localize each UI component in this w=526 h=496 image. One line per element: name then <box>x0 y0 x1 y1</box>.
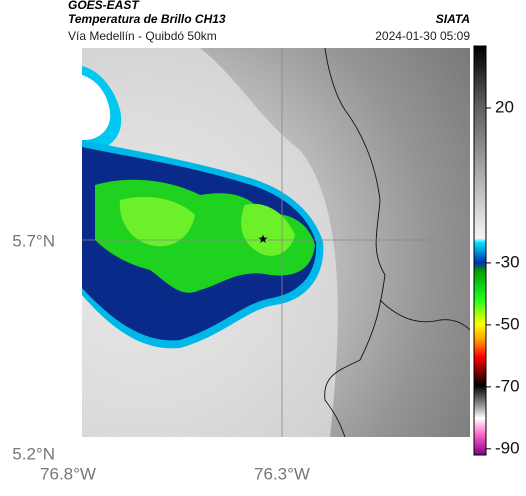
colorbar <box>473 45 487 456</box>
organization: SIATA <box>436 12 470 26</box>
satellite-image: ★ <box>82 48 470 437</box>
lon-label: 76.3°W <box>254 464 310 483</box>
satellite: GOES-EAST <box>68 0 140 12</box>
colorbar-tick-label: -90 <box>495 438 520 457</box>
colorbar-tick-label: 20 <box>495 97 514 116</box>
colorbar-tick-label: -30 <box>495 252 520 271</box>
lat-label: 5.2°N <box>12 444 55 463</box>
title: Temperatura de Brillo CH13 <box>68 12 226 26</box>
subtitle: Vía Medellín - Quibdó 50km <box>68 29 217 43</box>
colorbar-tick-label: -50 <box>495 314 520 333</box>
lat-label: 5.7°N <box>12 231 55 250</box>
colorbar-tick-label: -70 <box>495 376 520 395</box>
location-marker: ★ <box>258 232 269 246</box>
lon-label: 76.8°W <box>40 464 96 483</box>
timestamp: 2024-01-30 05:09 <box>375 29 470 43</box>
